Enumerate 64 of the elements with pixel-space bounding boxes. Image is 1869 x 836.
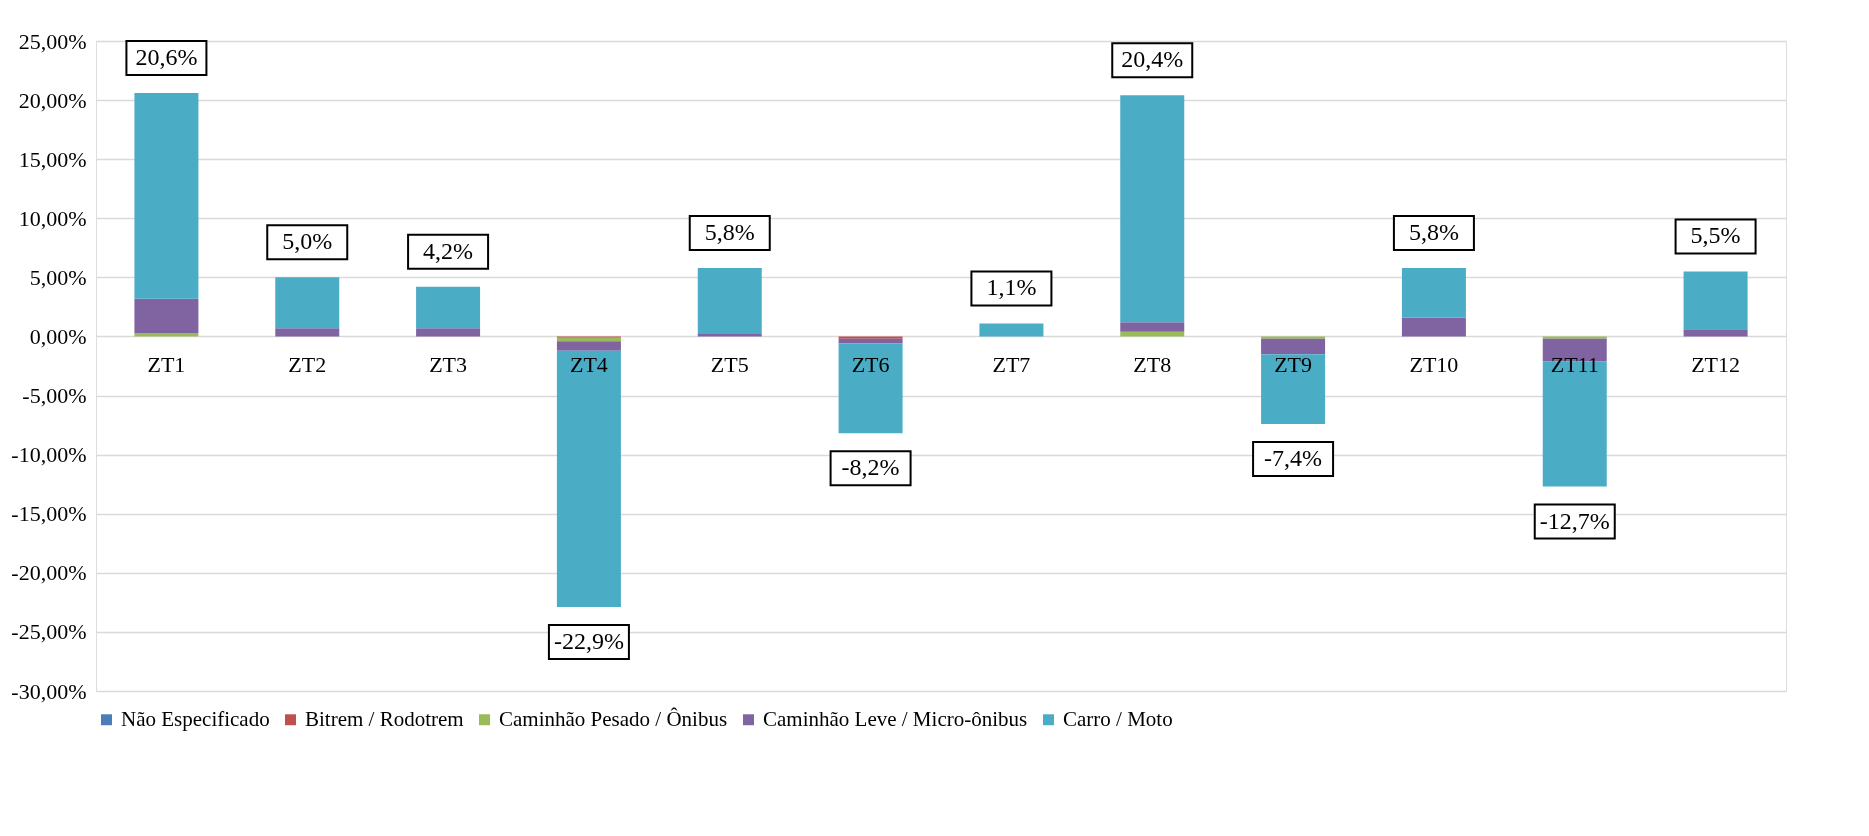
bar	[275, 277, 340, 329]
x-tick-label: ZT5	[710, 351, 749, 377]
y-tick-label: -30,00%	[11, 678, 87, 704]
x-tick-label: ZT12	[1691, 351, 1741, 377]
bar	[1401, 317, 1466, 337]
bar	[697, 267, 762, 335]
x-tick-label: ZT9	[1274, 351, 1313, 377]
bar	[979, 323, 1044, 337]
total-label: -7,4%	[1264, 444, 1323, 471]
bar	[1401, 267, 1466, 318]
y-tick-label: -25,00%	[11, 619, 87, 645]
total-label: 20,6%	[135, 44, 198, 70]
x-tick-label: ZT1	[147, 351, 186, 377]
y-tick-label: 0,00%	[29, 323, 87, 349]
x-tick-label: ZT6	[851, 351, 890, 377]
total-label: -12,7%	[1539, 507, 1610, 534]
bar	[1120, 95, 1185, 323]
x-tick-label: ZT10	[1409, 351, 1459, 377]
total-label: 1,1%	[986, 274, 1037, 301]
y-tick-label: -20,00%	[11, 560, 87, 586]
bar	[416, 328, 481, 337]
x-tick-label: ZT7	[992, 351, 1031, 377]
bar	[1120, 322, 1185, 332]
legend-label: Carro / Moto	[1063, 706, 1173, 731]
x-tick-label: ZT2	[288, 351, 327, 377]
y-tick-label: -10,00%	[11, 442, 87, 468]
x-tick-label: ZT4	[569, 351, 608, 377]
total-label: 20,4%	[1121, 46, 1184, 73]
y-tick-label: 5,00%	[29, 264, 87, 290]
bar	[134, 93, 199, 299]
bar	[1261, 338, 1326, 355]
total-label: 5,0%	[282, 228, 333, 255]
total-label: 5,8%	[1408, 218, 1459, 245]
y-tick-label: 20,00%	[18, 87, 87, 113]
total-label: 5,5%	[1690, 222, 1741, 249]
bar	[134, 298, 199, 333]
bar	[838, 336, 903, 339]
y-tick-label: -5,00%	[22, 383, 87, 409]
bar	[275, 328, 340, 337]
legend-label: Não Especificado	[121, 706, 270, 731]
bar	[1542, 336, 1607, 339]
x-tick-label: ZT8	[1133, 351, 1172, 377]
total-label: -8,2%	[841, 454, 900, 481]
bar	[838, 338, 903, 344]
y-tick-label: 10,00%	[18, 205, 87, 231]
total-label: 5,8%	[704, 218, 755, 245]
legend-label: Bitrem / Rodotrem	[305, 706, 464, 731]
bar	[556, 350, 621, 608]
y-tick-label: -15,00%	[11, 501, 87, 527]
bar	[1261, 354, 1326, 424]
bar	[416, 286, 481, 329]
total-label: -22,9%	[553, 628, 624, 655]
y-tick-label: 15,00%	[18, 146, 87, 172]
bar	[1261, 336, 1326, 339]
bar	[1683, 329, 1748, 337]
legend-label: Caminhão Pesado / Ônibus	[499, 706, 728, 731]
y-tick-label: 25,00%	[18, 28, 87, 54]
bar	[1683, 271, 1748, 330]
total-label: 4,2%	[423, 237, 474, 264]
legend-label: Caminhão Leve / Micro-ônibus	[763, 706, 1028, 731]
x-tick-label: ZT3	[429, 351, 468, 377]
bar	[838, 343, 903, 434]
x-tick-label: ZT11	[1550, 351, 1599, 377]
bar	[556, 341, 621, 351]
